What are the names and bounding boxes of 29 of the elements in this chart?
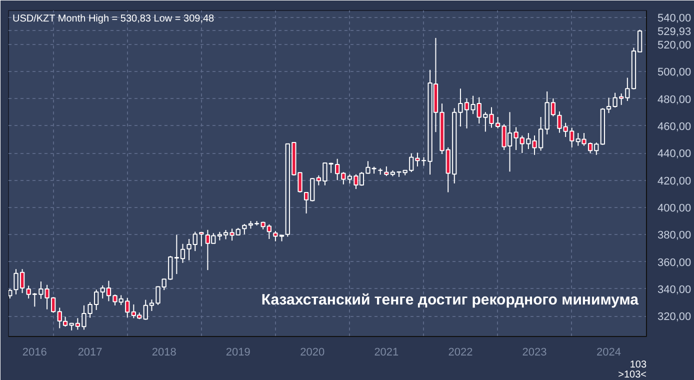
y-tick-label: 460,00: [658, 120, 692, 133]
x-tick-label: 2017: [78, 346, 102, 358]
x-tick-label: 2022: [448, 346, 473, 358]
x-tick-label: 2018: [152, 346, 176, 358]
y-tick-label: 420,00: [658, 175, 692, 188]
candlestick: [94, 289, 99, 311]
y-tick-label: 500,00: [658, 66, 692, 79]
y-tick-label: 400,00: [658, 202, 692, 214]
candlestick: [199, 231, 204, 247]
text: 103: [630, 360, 647, 370]
y-tick-label: 440,00: [658, 148, 692, 160]
text: >103<: [618, 370, 647, 380]
chart-title: USD/KZT Month High = 530,83 Low = 309,48: [12, 14, 215, 24]
x-tick-label: 2016: [22, 346, 47, 358]
x-tick-label: 2024: [596, 346, 622, 358]
y-tick-label: 540,00: [658, 12, 692, 24]
x-tick-label: 2020: [300, 346, 325, 358]
y-tick-label: 480,00: [658, 94, 692, 106]
x-tick-label: 2021: [374, 346, 399, 358]
candlestick: [242, 224, 247, 235]
y-tick-label: 320,00: [658, 311, 692, 324]
y-tick-label: 529,93: [658, 26, 692, 38]
y-tick-label: 360,00: [658, 256, 692, 269]
x-tick-label: 2023: [522, 346, 547, 358]
y-tick-label: 380,00: [658, 230, 692, 242]
x-tick-label: 2019: [226, 346, 250, 358]
y-tick-label: 340,00: [658, 284, 692, 296]
y-tick-label: 520,00: [658, 39, 692, 52]
annotation: Казахстанский тенге достиг рекордного минимума: [261, 292, 640, 308]
